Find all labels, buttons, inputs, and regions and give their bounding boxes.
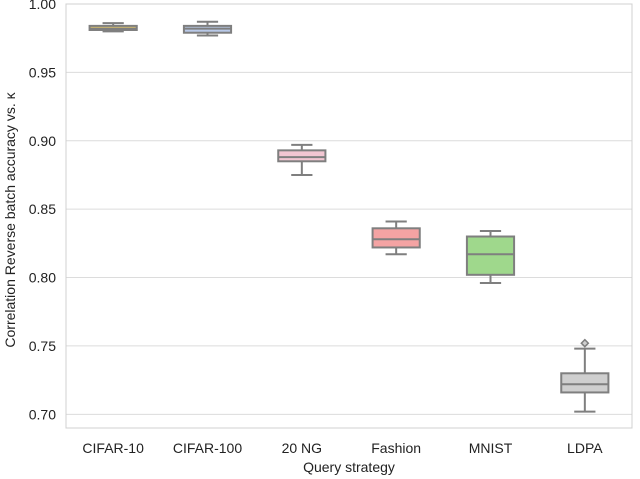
box-iqr [277, 149, 327, 163]
y-tick-label: 0.90 [29, 133, 56, 149]
y-tick-label: 0.85 [29, 201, 56, 217]
x-tick-label: 20 NG [282, 440, 322, 456]
plot-frame [65, 3, 633, 429]
x-axis-label: Query strategy [303, 459, 395, 475]
box-iqr [371, 227, 421, 249]
box-20-ng [277, 143, 327, 176]
y-tick-label: 1.00 [29, 0, 56, 12]
box-mnist [465, 230, 516, 285]
box-iqr [560, 372, 610, 394]
x-tick-label: CIFAR-100 [173, 440, 242, 456]
grid [66, 3, 632, 415]
x-tick-label: LDPA [567, 440, 603, 456]
y-axis-label: Correlation Reverse batch accuracy vs. κ [2, 91, 18, 347]
boxplots [88, 20, 610, 413]
box-iqr [465, 235, 516, 276]
box-cifar-100 [182, 20, 233, 37]
box-cifar-10 [88, 22, 138, 33]
y-tick-label: 0.80 [29, 270, 56, 286]
x-tick-label: MNIST [469, 440, 513, 456]
y-tick-label: 0.70 [29, 406, 56, 422]
x-tick-label: Fashion [371, 440, 421, 456]
outlier-point [580, 338, 590, 348]
y-tick-labels: 0.70 0.75 0.80 0.85 0.90 0.95 1.00 [29, 0, 56, 422]
box-fashion [371, 220, 421, 256]
box-ldpa [560, 338, 610, 413]
y-tick-label: 0.95 [29, 64, 56, 80]
x-tick-label: CIFAR-10 [82, 440, 144, 456]
y-tick-label: 0.75 [29, 338, 56, 354]
x-tick-labels: CIFAR-10 CIFAR-100 20 NG Fashion MNIST LDPA [82, 440, 603, 456]
